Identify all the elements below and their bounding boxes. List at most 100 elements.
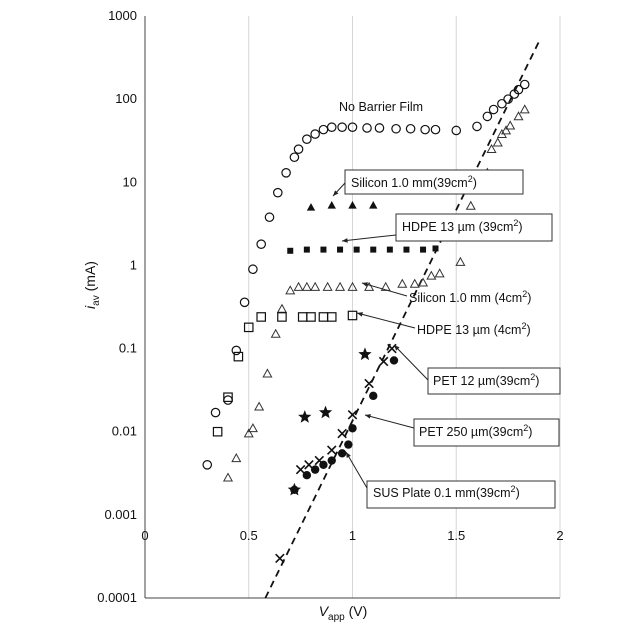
- data-point: [232, 454, 240, 462]
- data-point: [224, 396, 232, 404]
- data-point: [319, 461, 327, 469]
- data-point: [365, 379, 373, 387]
- x-tick-label: 0: [141, 528, 148, 543]
- annotation-arrow: [346, 452, 367, 488]
- annotation-4: HDPE 13 µm (4cm2): [357, 312, 531, 337]
- data-point: [387, 247, 393, 253]
- data-point: [354, 247, 360, 253]
- annotation-arrow: [365, 415, 414, 428]
- annotation-5: PET 12 µm(39cm2): [394, 345, 560, 394]
- data-point: [303, 471, 311, 479]
- annotation-end: ): [527, 291, 531, 305]
- data-point: [420, 247, 426, 253]
- data-point: [299, 313, 307, 321]
- y-tick-label: 0.1: [119, 341, 137, 356]
- data-point: [307, 313, 315, 321]
- annotation-end: ): [473, 176, 477, 190]
- data-point: [287, 248, 293, 254]
- data-point: [278, 305, 286, 313]
- data-point: [483, 112, 491, 120]
- series-7: [290, 356, 398, 494]
- data-point: [224, 473, 232, 481]
- data-point: [406, 125, 414, 133]
- data-point: [403, 247, 409, 253]
- data-point: [338, 429, 346, 437]
- data-point: [369, 392, 377, 400]
- data-point: [274, 188, 282, 196]
- annotation-end: ): [526, 323, 530, 337]
- data-point: [249, 265, 257, 273]
- data-point: [348, 424, 356, 432]
- x-tick-label: 1.5: [447, 528, 465, 543]
- annotation-arrow: [357, 313, 415, 328]
- data-point: [213, 428, 221, 436]
- annotation-6: PET 250 µm(39cm2): [365, 414, 559, 446]
- annotation-2: HDPE 13 µm (39cm2): [342, 214, 552, 243]
- data-point: [320, 247, 326, 253]
- data-point: [433, 245, 439, 251]
- annotation-label: SUS Plate 0.1 mm(39cm2): [373, 484, 520, 500]
- annotation-label: PET 250 µm(39cm2): [419, 423, 532, 439]
- data-point: [337, 247, 343, 253]
- x-axis-sub: app: [328, 612, 345, 623]
- data-point: [272, 330, 280, 338]
- annotation-label: HDPE 13 µm (39cm2): [402, 218, 523, 234]
- annotation-label: Silicon 1.0 mm (4cm2): [409, 289, 531, 305]
- data-point: [311, 283, 319, 291]
- x-tick-label: 1: [349, 528, 356, 543]
- data-point: [431, 125, 439, 133]
- data-point: [304, 247, 310, 253]
- data-point: [294, 283, 302, 291]
- data-point: [282, 169, 290, 177]
- data-point: [278, 313, 286, 321]
- data-point: [328, 456, 336, 464]
- annotation-end: ): [535, 374, 539, 388]
- data-point: [398, 280, 406, 288]
- data-point: [521, 80, 529, 88]
- data-point: [427, 272, 435, 280]
- x-axis-unit: (V): [345, 603, 368, 619]
- data-point: [263, 369, 271, 377]
- data-point: [265, 213, 273, 221]
- data-point: [303, 135, 311, 143]
- data-point: [319, 406, 332, 419]
- data-point: [328, 313, 336, 321]
- series-4: [213, 311, 356, 436]
- annotation-7: SUS Plate 0.1 mm(39cm2): [346, 452, 555, 508]
- data-point: [338, 123, 346, 131]
- data-point: [276, 554, 284, 562]
- data-point: [323, 283, 331, 291]
- data-point: [363, 124, 371, 132]
- data-point: [232, 346, 240, 354]
- data-point: [311, 465, 319, 473]
- annotation-main: Silicon 1.0 mm(39cm: [351, 176, 468, 190]
- data-point: [286, 286, 294, 294]
- annotation-main: SUS Plate 0.1 mm(39cm: [373, 486, 511, 500]
- annotation-1: Silicon 1.0 mm(39cm2): [333, 170, 523, 196]
- data-point: [294, 145, 302, 153]
- annotation-label: Silicon 1.0 mm(39cm2): [351, 174, 477, 190]
- data-point: [257, 313, 265, 321]
- y-axis-unit: (mA): [82, 261, 98, 295]
- y-tick-label: 1: [130, 257, 137, 272]
- data-point: [348, 201, 356, 209]
- data-point: [375, 124, 383, 132]
- axes: 0.00010.0010.010.1110100100000.511.52Vap…: [82, 8, 564, 623]
- x-tick-label: 2: [556, 528, 563, 543]
- series-5: [276, 344, 396, 562]
- data-point: [392, 125, 400, 133]
- data-point: [290, 153, 298, 161]
- annotation-main: PET 12 µm(39cm: [433, 374, 530, 388]
- data-point: [390, 356, 398, 364]
- data-point: [249, 424, 257, 432]
- data-point: [211, 408, 219, 416]
- y-tick-label: 0.001: [104, 507, 137, 522]
- data-point: [319, 125, 327, 133]
- y-tick-label: 0.01: [112, 424, 137, 439]
- data-point: [344, 440, 352, 448]
- data-point: [521, 105, 529, 113]
- series-1: [307, 201, 378, 211]
- annotation-main: PET 250 µm(39cm: [419, 425, 523, 439]
- annotation-main: HDPE 13 µm (4cm: [417, 323, 521, 337]
